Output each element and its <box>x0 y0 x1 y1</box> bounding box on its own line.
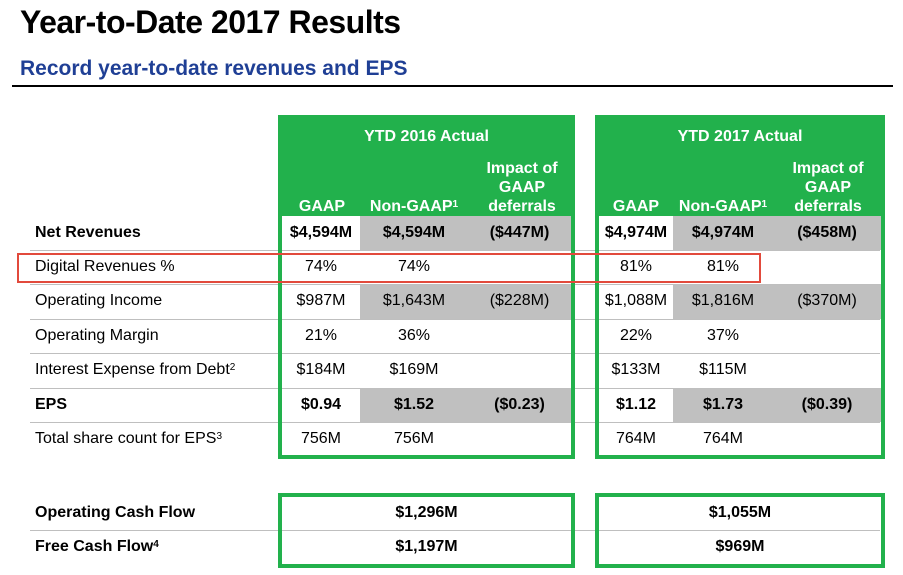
share-count-2017-gaap: 764M <box>615 430 657 447</box>
free-cash-flow-sup: 4 <box>153 539 159 550</box>
col-2016-gaap: GAAP <box>298 198 346 215</box>
shade-eps-2017 <box>673 388 881 422</box>
row-label-digital-revenues: Digital Revenues % <box>35 258 175 275</box>
row-label-net-revenues: Net Revenues <box>35 224 141 241</box>
row-divider <box>30 422 880 423</box>
row-label-operating-income: Operating Income <box>35 292 163 309</box>
digital-revenues-2017-gaap: 81% <box>619 258 653 275</box>
operating-income-2016-gaap: $987M <box>296 292 346 309</box>
col-2016-nongaap-label: Non-GAAP <box>369 198 453 215</box>
shade-eps-2016 <box>360 388 571 422</box>
net-revenues-2016-gaap: $4,594M <box>289 224 353 241</box>
col-2017-impact: Impact of GAAP deferrals <box>792 160 864 215</box>
row-label-operating-margin: Operating Margin <box>35 327 159 344</box>
net-revenues-2017-gaap: $4,974M <box>604 224 668 241</box>
shade-net-revenues-2016 <box>360 216 571 250</box>
free-cash-flow-2016: $1,197M <box>395 538 458 555</box>
operating-income-2017-nongaap: $1,816M <box>691 292 755 309</box>
digital-revenues-2016-gaap: 74% <box>304 258 338 275</box>
group-2016-header: YTD 2016 Actual <box>278 115 575 216</box>
col-2017-gaap: GAAP <box>612 198 660 215</box>
row-label-interest-expense: Interest Expense from Debt2 <box>35 353 235 387</box>
share-count-2016-gaap: 756M <box>300 430 342 447</box>
interest-expense-sup: 2 <box>229 362 236 373</box>
digital-revenues-highlight <box>17 253 761 283</box>
row-divider <box>30 319 880 320</box>
group-2016-outline <box>278 115 575 459</box>
row-divider <box>30 284 880 285</box>
net-revenues-2016-nongaap: $4,594M <box>382 224 446 241</box>
shade-op-income-2016 <box>360 284 571 319</box>
operating-income-2016-nongaap: $1,643M <box>382 292 446 309</box>
row-label-free-cash-flow: Free Cash Flow4 <box>35 530 159 564</box>
interest-expense-2016-nongaap: $169M <box>389 361 439 378</box>
page-subtitle: Record year-to-date revenues and EPS <box>20 57 408 80</box>
free-cash-flow-label: Free Cash Flow <box>35 538 154 555</box>
cashflow-divider <box>30 530 880 531</box>
row-label-eps: EPS <box>35 396 68 413</box>
operating-income-2017-gaap: $1,088M <box>604 292 668 309</box>
eps-2016-impact: ($0.23) <box>494 396 545 413</box>
col-2016-nongaap-sup: 1 <box>452 199 459 210</box>
eps-2017-impact: ($0.39) <box>801 396 853 413</box>
operating-margin-2016-gaap: 21% <box>304 327 338 344</box>
operating-cash-flow-2016: $1,296M <box>395 504 458 521</box>
group-2017-header: YTD 2017 Actual <box>595 115 885 216</box>
cashflow-2017-outline <box>595 493 885 568</box>
eps-2016-gaap: $0.94 <box>300 396 342 413</box>
share-count-label: Total share count for EPS <box>35 430 217 447</box>
shade-op-income-2017 <box>673 284 881 319</box>
shade-net-revenues-2017 <box>673 216 881 250</box>
interest-expense-2016-gaap: $184M <box>296 361 346 378</box>
eps-2017-nongaap: $1.73 <box>702 396 744 413</box>
digital-revenues-2016-nongaap: 74% <box>397 258 431 275</box>
col-2017-nongaap-sup: 1 <box>761 199 768 210</box>
group-2017-outline <box>595 115 885 459</box>
col-2016-nongaap: Non-GAAP1 <box>360 197 468 216</box>
title-rule <box>12 85 893 87</box>
row-divider <box>30 250 880 251</box>
cashflow-2016-outline <box>278 493 575 568</box>
net-revenues-2016-impact: ($447M) <box>489 224 550 241</box>
col-2017-nongaap-label: Non-GAAP <box>678 198 762 215</box>
row-divider <box>30 353 880 354</box>
eps-2017-gaap: $1.12 <box>615 396 657 413</box>
free-cash-flow-2017: $969M <box>715 538 765 555</box>
interest-expense-2017-gaap: $133M <box>611 361 661 378</box>
net-revenues-2017-impact: ($458M) <box>797 224 857 241</box>
col-2016-impact: Impact of GAAP deferrals <box>486 160 558 215</box>
operating-income-2017-impact: ($370M) <box>797 292 857 309</box>
eps-2016-nongaap: $1.52 <box>393 396 435 413</box>
operating-margin-2016-nongaap: 36% <box>397 327 431 344</box>
operating-income-2016-impact: ($228M) <box>489 292 550 309</box>
interest-expense-label: Interest Expense from Debt <box>35 361 230 378</box>
interest-expense-2017-nongaap: $115M <box>699 361 747 378</box>
group-2016-title: YTD 2016 Actual <box>364 128 489 145</box>
operating-cash-flow-2017: $1,055M <box>708 504 772 521</box>
col-2017-nongaap: Non-GAAP1 <box>673 197 773 216</box>
row-label-share-count: Total share count for EPS3 <box>35 422 222 456</box>
net-revenues-2017-nongaap: $4,974M <box>691 224 755 241</box>
share-count-2017-nongaap: 764M <box>702 430 744 447</box>
operating-margin-2017-gaap: 22% <box>619 327 653 344</box>
operating-margin-2017-nongaap: 37% <box>706 327 740 344</box>
row-divider <box>30 388 880 389</box>
row-label-operating-cash-flow: Operating Cash Flow <box>35 504 196 521</box>
share-count-sup: 3 <box>216 431 222 442</box>
group-2017-title: YTD 2017 Actual <box>677 128 803 145</box>
page-title: Year-to-Date 2017 Results <box>20 4 401 40</box>
share-count-2016-nongaap: 756M <box>393 430 435 447</box>
digital-revenues-2017-nongaap: 81% <box>706 258 740 275</box>
